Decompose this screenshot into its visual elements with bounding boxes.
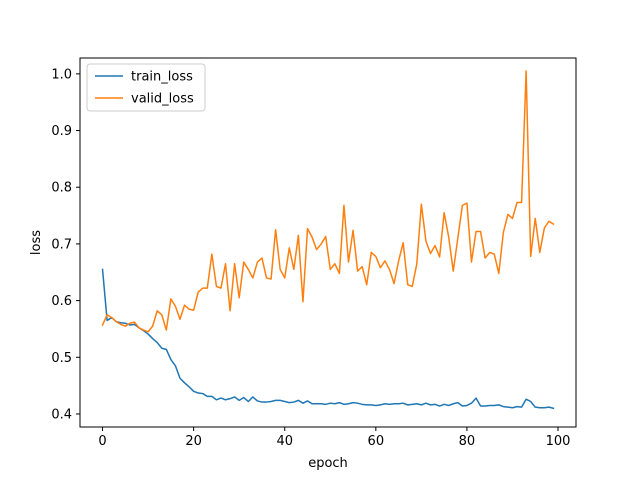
y-tick-label: 1.0 [51,67,72,82]
y-axis-label: loss [29,230,44,255]
legend: train_loss valid_loss [87,64,205,111]
x-tick-label: 80 [459,434,476,449]
y-tick-label: 0.9 [51,124,72,139]
x-tick-label: 20 [185,434,202,449]
y-tick-label: 0.6 [51,294,72,309]
x-axis-label: epoch [308,456,348,471]
y-tick-label: 0.8 [51,181,72,196]
legend-label-train-loss: train_loss [131,70,193,85]
y-tick-label: 0.5 [51,351,72,366]
x-tick-label: 100 [546,434,571,449]
x-tick-label: 40 [276,434,293,449]
x-tick-label: 60 [368,434,385,449]
y-tick-label: 0.4 [51,407,72,422]
x-tick-label: 0 [98,434,106,449]
y-tick-label: 0.7 [51,237,72,252]
legend-label-valid-loss: valid_loss [131,92,194,107]
